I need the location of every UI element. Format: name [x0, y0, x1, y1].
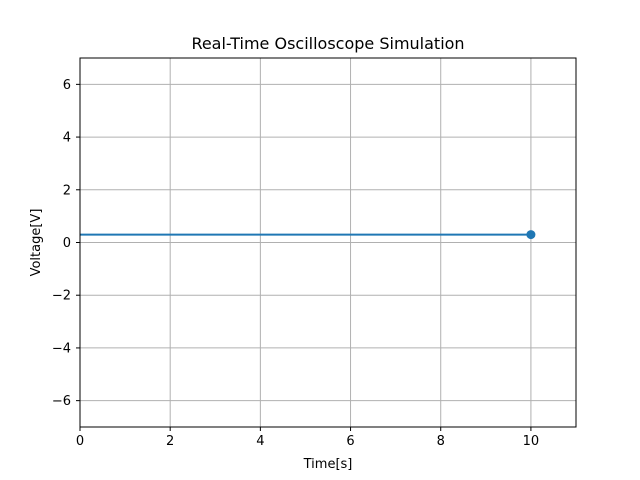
- signal-end-point: [526, 230, 536, 240]
- x-tick-label: 8: [437, 434, 445, 449]
- y-tick-label: 6: [63, 78, 71, 93]
- axis-ticks: 0 2 4 6 8 10 −6 −4 −2 0 2 4 6: [52, 78, 539, 449]
- y-tick-label: −2: [52, 289, 71, 304]
- y-tick-label: −6: [52, 394, 71, 409]
- x-axis-label: Time[s]: [303, 457, 353, 472]
- y-tick-label: 0: [63, 236, 71, 251]
- series-layer: [80, 230, 536, 240]
- y-tick-label: −4: [52, 341, 71, 356]
- y-tick-label: 2: [63, 183, 71, 198]
- x-tick-label: 0: [76, 434, 84, 449]
- chart-title: Real-Time Oscilloscope Simulation: [191, 34, 464, 53]
- x-tick-label: 6: [346, 434, 354, 449]
- x-tick-label: 2: [166, 434, 174, 449]
- y-tick-label: 4: [63, 131, 71, 146]
- x-tick-label: 10: [523, 434, 540, 449]
- x-tick-label: 4: [256, 434, 264, 449]
- y-axis-label: Voltage[V]: [29, 209, 44, 277]
- grid-lines: [79, 58, 576, 427]
